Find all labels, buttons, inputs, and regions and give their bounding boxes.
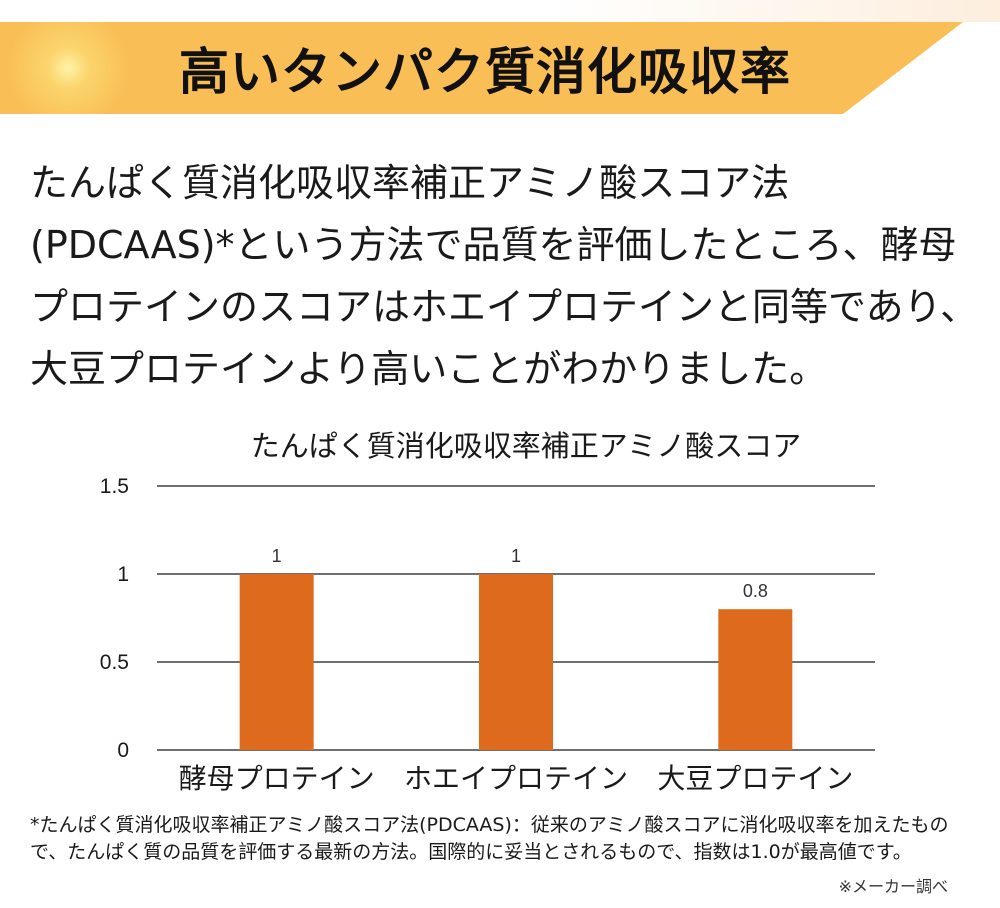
x-category-label: ホエイプロテイン [404, 763, 628, 794]
banner-shape [0, 22, 963, 114]
bar [479, 574, 553, 750]
data-label: 0.8 [743, 581, 768, 601]
chart-svg: たんぱく質消化吸収率補正アミノ酸スコア 0 0.5 1 1.5 1 酵母プロテイン 1 ホエイプ… [100, 430, 875, 794]
data-label: 1 [511, 546, 521, 566]
y-tick-label: 1.5 [100, 475, 129, 498]
data-label: 1 [272, 546, 282, 566]
top-glow [0, 0, 1000, 22]
source-note: ※メーカー調べ [838, 877, 948, 896]
chart-title: たんぱく質消化吸収率補正アミノ酸スコア [251, 430, 801, 463]
y-tick-label: 0.5 [100, 651, 129, 674]
y-tick-label: 0 [117, 739, 129, 762]
x-category-label: 大豆プロテイン [657, 763, 853, 794]
intro-paragraph: たんぱく質消化吸収率補正アミノ酸スコア法(PDCAAS)*という方法で品質を評価… [30, 161, 979, 391]
bar [239, 574, 314, 750]
footnote: *たんぱく質消化吸収率補正アミノ酸スコア法(PDCAAS)：従来のアミノ酸スコア… [30, 814, 949, 863]
y-tick-label: 1 [117, 563, 129, 586]
banner-background [0, 22, 963, 114]
x-category-label: 酵母プロテイン [179, 763, 375, 794]
score-chart: たんぱく質消化吸収率補正アミノ酸スコア 0 0.5 1 1.5 1 酵母プロテイン 1 ホエイプ… [0, 420, 1000, 810]
bar [718, 609, 793, 750]
page-title: 高いタンパク質消化吸収率 [179, 43, 791, 101]
title-banner: 高いタンパク質消化吸収率 [0, 22, 1000, 114]
